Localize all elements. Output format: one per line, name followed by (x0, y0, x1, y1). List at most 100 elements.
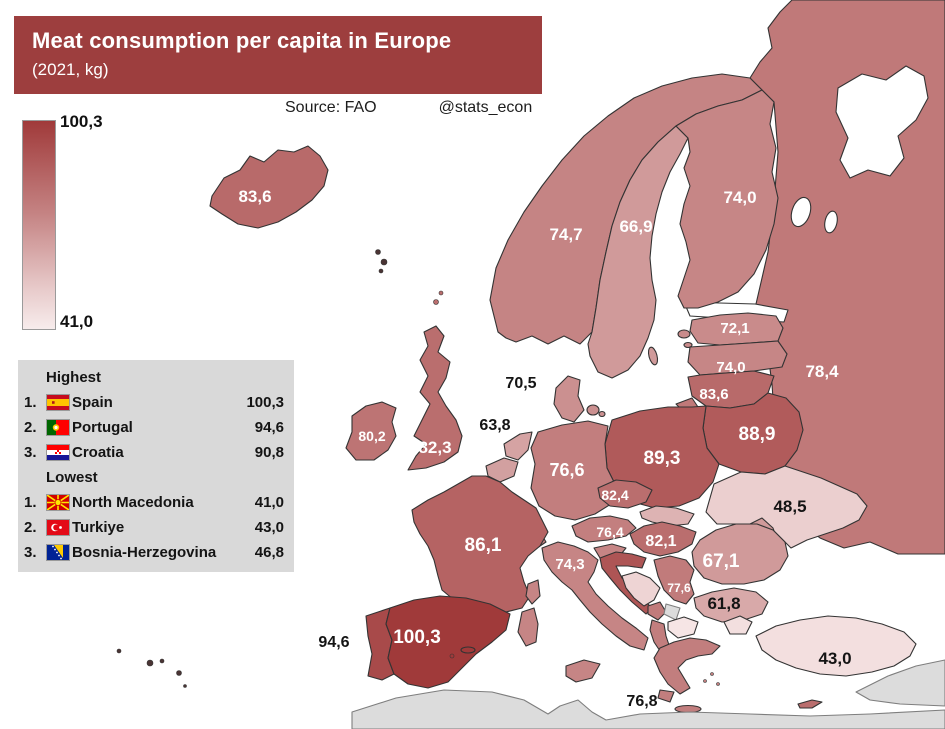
value-label-france: 86,1 (465, 535, 502, 556)
croatia-flag-icon (46, 444, 72, 461)
country-bosnia (621, 571, 661, 607)
country-czechia (597, 479, 653, 509)
balearic-islands (449, 653, 455, 659)
country-iceland (209, 145, 329, 229)
country-hungary (629, 521, 697, 557)
highest-header: Highest (46, 369, 102, 386)
country-value: 46,8 (254, 544, 284, 561)
country-name: Turkiye (72, 519, 125, 536)
azores-islands (116, 648, 187, 688)
value-label-spain: 100,3 (393, 627, 441, 648)
rank-number: 3. (24, 444, 37, 461)
lake-onega (824, 210, 838, 234)
country-sweden (587, 125, 689, 379)
value-label-italy: 74,3 (555, 556, 584, 573)
portugal-flag-icon (46, 419, 72, 436)
color-scale-legend (22, 120, 56, 330)
country-austria (571, 515, 637, 543)
country-serbia (653, 555, 695, 605)
island-sicily (565, 659, 601, 683)
value-label-belarus: 88,9 (739, 424, 776, 445)
country-ireland (345, 401, 397, 461)
white-sea (835, 65, 929, 179)
gotland-island (647, 346, 659, 366)
country-bulgaria (693, 587, 769, 623)
faroe-islands (375, 249, 388, 274)
country-finland (675, 89, 779, 309)
country-value: 94,6 (254, 419, 284, 436)
value-label-austria: 76,4 (596, 524, 623, 540)
country-netherlands (503, 431, 533, 461)
value-label-norway: 74,7 (549, 225, 582, 244)
ranking-table: Highest 1. Spain 100,3 2. Portugal 94,6 … (18, 360, 294, 572)
hiiumaa-island (683, 341, 693, 349)
island-corsica (525, 579, 541, 605)
shetland-islands (438, 290, 444, 296)
country-cyprus (797, 699, 823, 709)
country-kosovo (663, 603, 681, 621)
region-middle-east (855, 659, 945, 707)
table-row-lowest-3: 3. Bosnia-Herzegovina 46,8 (24, 540, 284, 565)
country-france (411, 475, 549, 613)
country-name: Bosnia-Herzegovina (72, 544, 217, 561)
value-label-greece: 76,8 (626, 693, 657, 710)
island-sardinia (517, 607, 539, 647)
table-row-highest-2: 2. Portugal 94,6 (24, 415, 284, 440)
shetland-islands (433, 299, 439, 305)
country-belgium (485, 457, 519, 483)
country-uk (407, 290, 463, 471)
country-name: Portugal (72, 419, 133, 436)
rank-number: 1. (24, 494, 37, 511)
source-label: Source: FAO (285, 99, 377, 116)
balearic-islands (460, 646, 476, 654)
north-macedonia-flag-icon (46, 494, 72, 511)
value-label-poland: 89,3 (644, 448, 681, 469)
country-turkey (723, 615, 917, 677)
country-name: Spain (72, 394, 113, 411)
value-label-hungary: 82,1 (645, 533, 676, 550)
table-row-highest-1: 1. Spain 100,3 (24, 390, 284, 415)
value-label-finland: 74,0 (723, 188, 756, 207)
lowest-header: Lowest (46, 469, 98, 486)
country-germany (530, 420, 618, 521)
value-label-latvia: 74,0 (716, 359, 745, 376)
turkiye-flag-icon (46, 519, 72, 536)
rank-number: 2. (24, 419, 37, 436)
value-label-uk: 82,3 (418, 438, 451, 457)
country-north-macedonia (667, 616, 699, 639)
value-label-iceland: 83,6 (238, 187, 271, 206)
table-row-lowest-1: 1. North Macedonia 41,0 (24, 490, 284, 515)
country-value: 100,3 (246, 394, 284, 411)
page-title: Meat consumption per capita in Europe (32, 28, 452, 53)
country-montenegro (647, 601, 667, 621)
island-crete (674, 704, 702, 714)
country-romania (691, 523, 789, 585)
country-name: Croatia (72, 444, 124, 461)
title-banner: Meat consumption per capita in Europe (2… (14, 16, 542, 94)
value-label-portugal: 94,6 (318, 634, 349, 651)
rank-number: 1. (24, 394, 37, 411)
aegean-islands (710, 672, 714, 676)
table-row-highest-3: 3. Croatia 90,8 (24, 440, 284, 465)
value-label-serbia: 77,6 (667, 581, 691, 595)
value-label-sweden: 66,9 (619, 217, 652, 236)
lake-ladoga (790, 196, 812, 228)
aegean-islands (716, 682, 720, 686)
turkey-thrace (723, 615, 753, 635)
funen-island (598, 410, 606, 418)
peloponnese (657, 689, 675, 703)
country-denmark (553, 375, 606, 423)
value-label-romania: 67,1 (703, 551, 740, 572)
legend-max-value: 100,3 (60, 112, 103, 131)
source-bar: Source: FAO @stats_econ (285, 99, 545, 117)
value-label-ireland: 80,2 (358, 428, 385, 444)
table-row-lowest-2: 2. Turkiye 43,0 (24, 515, 284, 540)
country-slovakia (639, 505, 695, 527)
country-greece (653, 637, 721, 714)
saaremaa-island (677, 329, 691, 339)
value-label-russia: 78,4 (805, 362, 839, 381)
spain-flag-icon (46, 394, 72, 411)
value-label-turkey: 43,0 (818, 649, 851, 668)
aegean-islands (703, 679, 707, 683)
author-handle: @stats_econ (438, 99, 533, 116)
